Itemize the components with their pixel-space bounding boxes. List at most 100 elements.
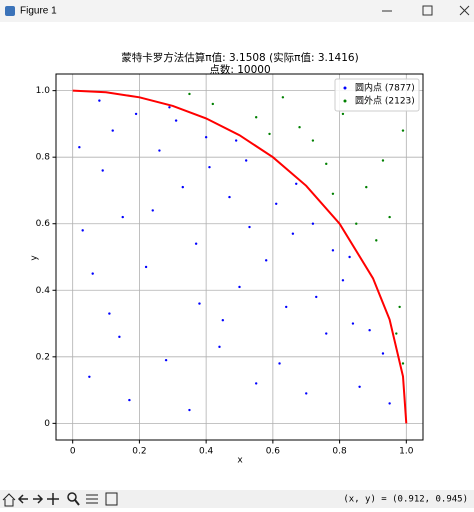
point [151, 209, 154, 212]
point [91, 272, 94, 275]
point [325, 162, 328, 166]
point [221, 319, 225, 322]
point [188, 92, 191, 96]
point [78, 146, 81, 149]
point [244, 159, 248, 162]
point [211, 102, 215, 106]
point [401, 129, 405, 132]
maximize-button[interactable] [422, 5, 433, 16]
save-button[interactable] [105, 492, 118, 506]
x-tick-label: 0 [70, 447, 76, 457]
point [108, 312, 111, 315]
point [275, 202, 278, 205]
point [381, 352, 385, 355]
point [174, 119, 178, 122]
point [254, 382, 258, 385]
zoom-handle [74, 499, 80, 506]
chart-title: 蒙特卡罗方法估算π值: 3.1508 (实际π值: 3.1416) [121, 51, 358, 64]
point [295, 182, 298, 185]
x-tick-label: 0.4 [199, 447, 214, 457]
legend-box [334, 78, 420, 112]
title-bar [0, 0, 474, 22]
plot-area [56, 74, 423, 440]
zoom-button[interactable] [67, 492, 77, 502]
point [198, 302, 201, 305]
app-icon [5, 6, 15, 16]
y-tick-label: 1.0 [36, 86, 51, 96]
point [181, 185, 184, 189]
point [111, 129, 114, 132]
point [234, 139, 238, 142]
home-button[interactable] [2, 493, 16, 507]
point [298, 126, 301, 129]
close-button[interactable] [459, 5, 470, 16]
point [315, 295, 318, 299]
pan-button[interactable] [47, 493, 59, 505]
point [341, 279, 345, 282]
point [188, 408, 191, 412]
point [128, 398, 131, 402]
point [144, 265, 148, 269]
point [278, 362, 281, 365]
point [368, 329, 371, 332]
point [158, 149, 161, 152]
toolbar [0, 490, 474, 508]
circle-boundary [72, 89, 408, 424]
y-tick-label: 0.4 [36, 286, 51, 296]
y-tick-label: 0.2 [36, 352, 50, 362]
point [88, 375, 91, 378]
point [228, 195, 231, 199]
point [365, 185, 368, 189]
point [311, 139, 315, 142]
point [254, 116, 258, 119]
point [341, 112, 345, 116]
point [164, 358, 168, 362]
y-tick-label: 0 [44, 419, 50, 429]
point [101, 169, 104, 172]
x-tick-label: 0.2 [132, 447, 146, 457]
point [325, 332, 328, 335]
legend-label: 圆外点 (2123) [355, 95, 415, 107]
point [121, 215, 124, 219]
cursor-status: (x, y) = (0.912, 0.945) [343, 495, 468, 505]
back-button[interactable] [17, 494, 28, 504]
x-tick-label: 1.0 [399, 447, 414, 457]
axes-frame [55, 73, 424, 441]
point [134, 112, 138, 116]
y-tick-label: 0.8 [36, 153, 51, 163]
forward-button[interactable] [33, 494, 44, 504]
point [248, 225, 251, 229]
point [81, 229, 84, 232]
x-axis-label: x [237, 456, 243, 466]
point [264, 259, 268, 262]
point [375, 239, 378, 242]
point [348, 255, 351, 259]
point [358, 385, 361, 388]
window-title: Figure 1 [20, 6, 57, 17]
point [381, 159, 385, 162]
point [208, 165, 211, 169]
point [218, 345, 221, 349]
point [268, 132, 271, 136]
legend-marker [343, 99, 347, 103]
point [194, 242, 198, 245]
point [311, 222, 315, 225]
point [238, 285, 241, 289]
point [388, 215, 391, 219]
point [395, 332, 398, 335]
point [204, 136, 208, 139]
point [291, 232, 295, 235]
point [398, 305, 401, 309]
point [388, 402, 391, 405]
point [285, 305, 288, 309]
y-tick-label: 0.6 [36, 219, 51, 229]
point [331, 192, 335, 195]
x-tick-label: 0.6 [266, 447, 281, 457]
configure-button[interactable] [86, 494, 98, 504]
point [168, 106, 171, 109]
legend-label: 圆内点 (7877) [355, 82, 415, 94]
point [331, 249, 335, 252]
point [305, 392, 308, 395]
